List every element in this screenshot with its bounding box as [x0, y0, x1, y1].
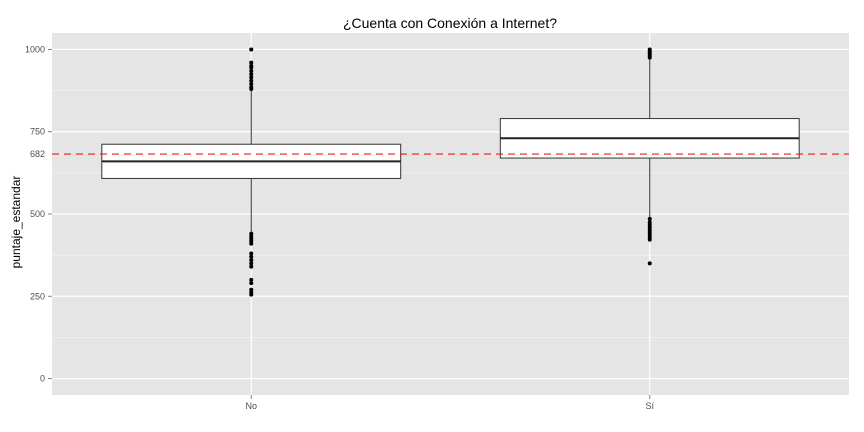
outlier-point [249, 65, 254, 70]
reference-line-label: 682 [30, 149, 45, 159]
outlier-point [249, 277, 254, 282]
outlier-point [647, 55, 652, 60]
boxes-layer [101, 47, 800, 297]
y-tick-label: 0 [40, 374, 45, 384]
outlier-point [249, 281, 254, 286]
outlier-point [249, 60, 254, 65]
outlier-point [249, 78, 254, 83]
outlier-point [647, 237, 652, 242]
outlier-point [249, 254, 254, 259]
outlier-point [249, 68, 254, 73]
y-tick-label: 1000 [25, 44, 45, 54]
y-axis-label: puntaje_estandar [9, 176, 23, 269]
y-tick-label: 500 [30, 209, 45, 219]
x-tick-label: Sí [645, 401, 654, 411]
box-si [499, 47, 800, 266]
outlier-point [249, 47, 254, 52]
outlier-point [249, 241, 254, 246]
outlier-point [249, 258, 254, 263]
outlier-point [249, 72, 254, 77]
box-no [101, 47, 402, 297]
outlier-point [249, 75, 254, 80]
outlier-point [647, 261, 652, 266]
x-tick-label: No [245, 401, 257, 411]
y-axis-ticks: 0 250 500 750 1000 682 [25, 44, 52, 384]
outlier-point [647, 216, 652, 221]
y-tick-label: 750 [30, 127, 45, 137]
outlier-point [249, 251, 254, 256]
outlier-point [249, 264, 254, 269]
y-tick-label: 250 [30, 291, 45, 301]
outlier-point [249, 261, 254, 266]
outlier-point [249, 82, 254, 87]
x-axis-ticks: No Sí [245, 395, 654, 411]
chart-title: ¿Cuenta con Conexión a Internet? [343, 15, 557, 31]
outlier-point [249, 292, 254, 297]
outlier-point [249, 86, 254, 91]
